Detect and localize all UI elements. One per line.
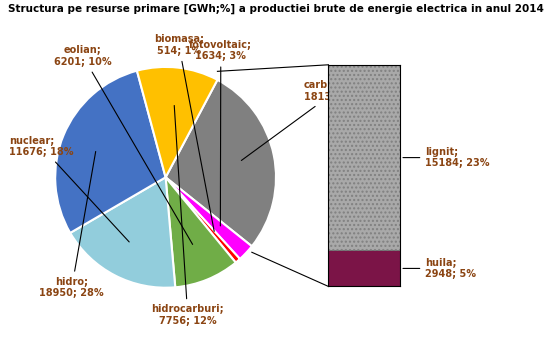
Text: fotovoltaic;
1634; 3%: fotovoltaic; 1634; 3% [189,40,252,226]
Text: hidro;
18950; 28%: hidro; 18950; 28% [39,151,104,298]
Wedge shape [166,177,252,259]
Wedge shape [166,80,276,246]
Text: huila;
2948; 5%: huila; 2948; 5% [403,257,476,279]
Wedge shape [166,177,240,263]
Bar [328,250,400,286]
Text: eolian;
6201; 10%: eolian; 6201; 10% [54,45,193,244]
Text: Structura pe resurse primare [GWh;%] a productiei brute de energie electrica in : Structura pe resurse primare [GWh;%] a p… [8,3,544,14]
Text: lignit;
15184; 23%: lignit; 15184; 23% [403,147,490,168]
Text: hidrocarburi;
7756; 12%: hidrocarburi; 7756; 12% [151,105,224,326]
Wedge shape [137,67,217,177]
Wedge shape [55,71,166,233]
Bar [328,65,400,250]
Text: carbune;
18132; 28%: carbune; 18132; 28% [241,80,368,161]
Wedge shape [166,177,236,287]
Text: nuclear;
11676; 18%: nuclear; 11676; 18% [9,136,129,242]
Wedge shape [70,177,176,288]
Text: biomasa;
514; 1%: biomasa; 514; 1% [154,34,214,231]
